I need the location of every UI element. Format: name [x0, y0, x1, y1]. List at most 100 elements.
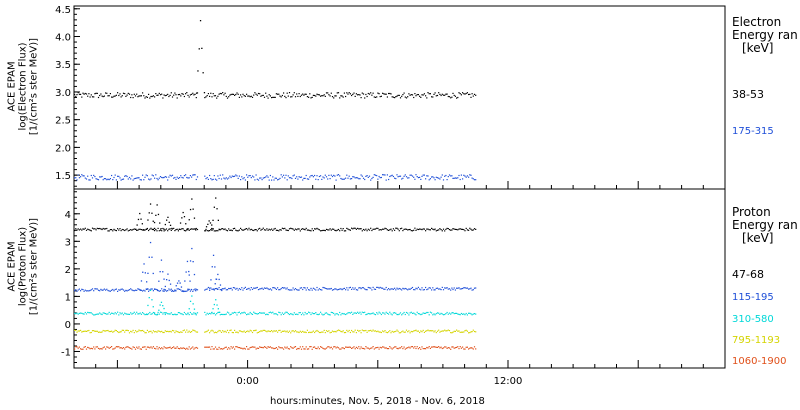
- data-point: [273, 179, 275, 181]
- data-point: [83, 330, 85, 332]
- data-point: [343, 332, 345, 334]
- data-point: [112, 288, 114, 291]
- data-point: [290, 332, 292, 334]
- data-point: [345, 313, 347, 316]
- spike-point: [148, 297, 150, 299]
- data-point: [279, 177, 281, 179]
- data-point: [327, 92, 329, 94]
- data-point: [351, 178, 353, 180]
- data-point: [204, 97, 206, 99]
- data-point: [271, 330, 273, 332]
- data-point: [294, 177, 297, 179]
- data-point: [342, 96, 344, 98]
- data-point: [351, 288, 353, 290]
- data-point: [457, 229, 459, 231]
- data-point: [458, 174, 460, 177]
- data-point: [402, 287, 404, 289]
- spike-point: [187, 228, 189, 230]
- data-point: [265, 346, 267, 348]
- data-point: [259, 93, 261, 95]
- data-point: [433, 177, 435, 179]
- data-point: [465, 287, 467, 289]
- data-point: [359, 287, 361, 289]
- data-point: [390, 332, 392, 334]
- data-point: [376, 286, 378, 288]
- data-point: [196, 312, 199, 314]
- data-point: [399, 347, 402, 349]
- data-point: [322, 176, 324, 178]
- data-point: [125, 313, 127, 315]
- data-point: [340, 177, 342, 180]
- data-point: [234, 227, 236, 229]
- data-point: [433, 313, 435, 315]
- spike-point: [174, 290, 176, 292]
- spike-point: [135, 228, 137, 230]
- data-point: [413, 176, 415, 178]
- data-point: [109, 178, 111, 180]
- data-point: [320, 95, 322, 97]
- data-point: [466, 330, 468, 332]
- data-point: [90, 289, 92, 291]
- data-point: [371, 347, 373, 349]
- data-point: [209, 312, 211, 314]
- data-point: [328, 174, 330, 176]
- data-point: [285, 97, 287, 99]
- data-point: [410, 287, 412, 289]
- data-point: [361, 175, 363, 177]
- data-point: [124, 348, 126, 350]
- data-point: [139, 330, 141, 332]
- data-point: [401, 314, 403, 316]
- spike-point: [168, 279, 170, 282]
- spike-point: [216, 288, 219, 290]
- data-point: [176, 313, 178, 316]
- data-point: [180, 347, 182, 349]
- data-point: [136, 93, 138, 95]
- data-point: [99, 227, 101, 230]
- data-point: [425, 230, 427, 232]
- data-point: [382, 346, 384, 348]
- data-point: [187, 331, 189, 333]
- data-point: [283, 228, 285, 230]
- data-point: [272, 176, 274, 178]
- data-point: [76, 346, 78, 348]
- data-point: [321, 346, 323, 348]
- data-point: [371, 94, 373, 96]
- data-point: [183, 290, 185, 292]
- data-point: [292, 287, 294, 289]
- data-point: [244, 286, 246, 288]
- data-point: [175, 94, 177, 96]
- spike-point: [189, 300, 192, 302]
- data-point: [171, 347, 174, 349]
- data-point: [193, 289, 195, 291]
- data-point: [249, 229, 251, 231]
- data-point: [134, 313, 137, 315]
- data-point: [100, 228, 102, 230]
- spike-point: [151, 256, 153, 258]
- data-point: [432, 287, 434, 289]
- spike-point: [175, 285, 177, 287]
- data-point: [314, 94, 316, 97]
- spike-point: [168, 221, 170, 223]
- data-point: [87, 330, 89, 332]
- data-point: [154, 331, 156, 333]
- spike-point: [201, 47, 203, 49]
- data-point: [255, 348, 257, 350]
- data-point: [291, 330, 293, 332]
- data-point: [74, 290, 76, 292]
- data-point: [324, 312, 326, 314]
- data-point: [410, 94, 412, 96]
- data-point: [268, 330, 270, 332]
- data-point: [377, 178, 379, 180]
- spike-point: [203, 92, 206, 94]
- data-point: [117, 175, 119, 177]
- data-point: [394, 229, 396, 231]
- data-point: [342, 288, 344, 290]
- data-point: [380, 95, 382, 97]
- data-point: [139, 179, 141, 181]
- data-point: [330, 346, 332, 348]
- data-point: [177, 230, 179, 232]
- spike-point: [160, 228, 162, 230]
- data-point: [445, 330, 447, 332]
- data-point: [189, 311, 191, 314]
- spike-point: [164, 285, 166, 288]
